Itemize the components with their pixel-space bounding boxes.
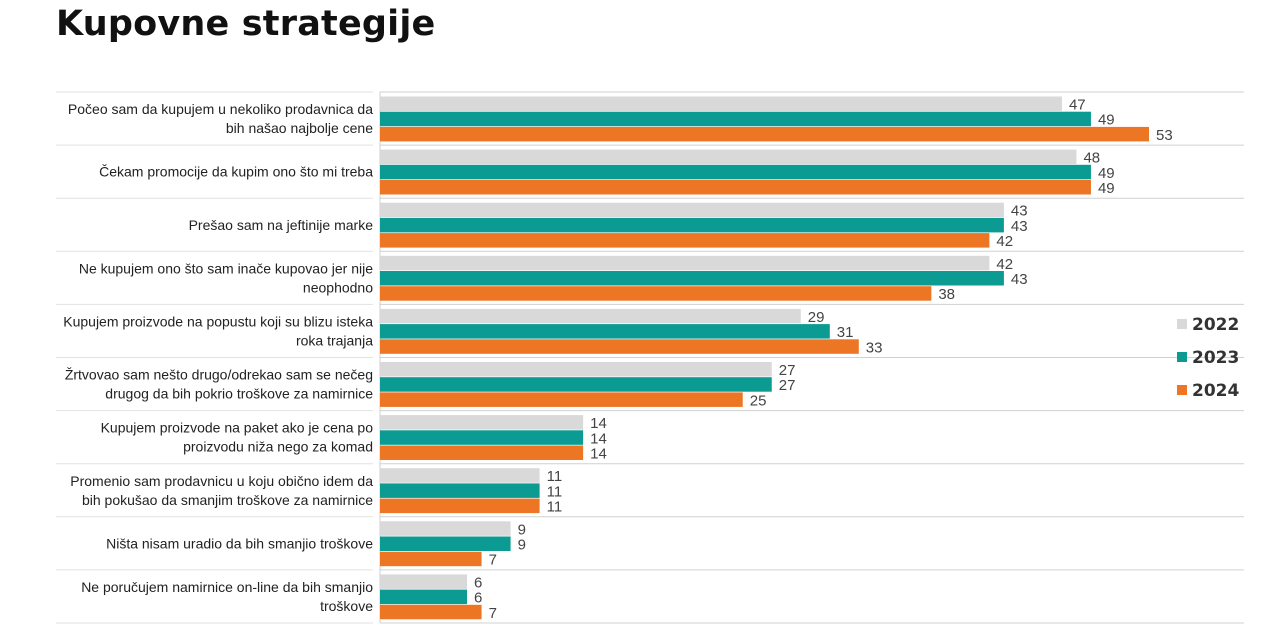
bar-2023 bbox=[380, 589, 468, 605]
value-label: 9 bbox=[518, 521, 526, 538]
value-label: 11 bbox=[547, 499, 563, 516]
page-title: Kupovne strategije bbox=[56, 4, 436, 44]
category-label: roka trajanja bbox=[296, 332, 373, 348]
value-label: 49 bbox=[1098, 112, 1115, 129]
legend-label: 2022 bbox=[1192, 315, 1239, 335]
category-label: troškove bbox=[320, 598, 373, 614]
category-labels: Počeo sam da kupujem u nekoliko prodavni… bbox=[63, 101, 373, 614]
bar-2023 bbox=[380, 430, 584, 445]
value-label: 7 bbox=[489, 552, 497, 569]
bar-2022 bbox=[380, 468, 540, 483]
value-label: 14 bbox=[590, 415, 607, 432]
bar-2023 bbox=[380, 271, 1004, 286]
bar-2024 bbox=[380, 233, 990, 248]
category-label: Počeo sam da kupujem u nekoliko prodavni… bbox=[68, 101, 373, 117]
legend-swatch-2022 bbox=[1177, 319, 1187, 329]
category-label: Prešao sam na jeftinije marke bbox=[189, 217, 374, 233]
value-label: 29 bbox=[808, 309, 825, 326]
category-label: Kupujem proizvode na paket ako je cena p… bbox=[101, 420, 374, 436]
value-label: 25 bbox=[750, 392, 767, 409]
legend-label: 2024 bbox=[1192, 381, 1239, 401]
bar-2023 bbox=[380, 324, 830, 339]
category-label: Žrtvovao sam nešto drugo/odrekao sam se … bbox=[65, 367, 373, 383]
bars bbox=[380, 96, 1149, 620]
value-label: 6 bbox=[474, 590, 482, 607]
bar-2023 bbox=[380, 536, 511, 551]
bar-2024 bbox=[380, 551, 482, 567]
value-label: 43 bbox=[1011, 218, 1028, 235]
legend-swatch-2023 bbox=[1177, 352, 1187, 362]
legend-swatch-2024 bbox=[1177, 385, 1187, 395]
bar-2024 bbox=[380, 392, 743, 407]
category-label: Ne kupujem ono što sam inače kupovao jer… bbox=[79, 260, 373, 276]
value-label: 14 bbox=[590, 446, 607, 463]
bar-2022 bbox=[380, 521, 511, 536]
category-label: Ne poručujem namirnice on-line da bih sm… bbox=[81, 579, 373, 595]
bar-2022 bbox=[380, 574, 468, 589]
value-label: 43 bbox=[1011, 271, 1028, 288]
category-label: Kupujem proizvode na popustu koji su bli… bbox=[63, 313, 373, 329]
bar-2023 bbox=[380, 164, 1091, 180]
bar-2024 bbox=[380, 604, 482, 620]
bar-2024 bbox=[380, 286, 932, 301]
value-label: 27 bbox=[779, 377, 796, 394]
value-label: 38 bbox=[938, 286, 955, 303]
bar-2023 bbox=[380, 217, 1004, 233]
value-label: 31 bbox=[837, 324, 854, 341]
category-label: bih pokušao da smanjim troškove za namir… bbox=[82, 492, 373, 508]
value-label: 27 bbox=[779, 362, 796, 379]
value-label: 48 bbox=[1083, 150, 1100, 167]
bar-2023 bbox=[380, 111, 1091, 127]
category-label: proizvodu niža nego za komad bbox=[183, 439, 373, 455]
value-label: 47 bbox=[1069, 97, 1086, 114]
value-label: 42 bbox=[996, 233, 1013, 250]
category-label: bih našao najbolje cene bbox=[226, 120, 373, 136]
bar-2022 bbox=[380, 202, 1004, 218]
bar-2023 bbox=[380, 483, 540, 498]
value-label: 49 bbox=[1098, 165, 1115, 182]
bar-2024 bbox=[380, 498, 540, 514]
bar-2022 bbox=[380, 415, 584, 430]
bar-2024 bbox=[380, 339, 859, 354]
value-label: 33 bbox=[866, 339, 883, 356]
value-labels: 4749534849494343424243382931332727251414… bbox=[474, 97, 1173, 622]
value-label: 42 bbox=[996, 256, 1013, 273]
bar-2022 bbox=[380, 149, 1077, 165]
bar-2022 bbox=[380, 255, 990, 271]
category-label: drugog da bih pokrio troškove za namirni… bbox=[105, 386, 373, 402]
value-label: 9 bbox=[518, 537, 526, 554]
row-separators bbox=[56, 91, 1244, 624]
bar-2022 bbox=[380, 308, 801, 324]
bar-2022 bbox=[380, 362, 772, 377]
bar-2024 bbox=[380, 126, 1149, 142]
value-label: 53 bbox=[1156, 127, 1173, 144]
value-label: 11 bbox=[547, 468, 563, 485]
value-label: 6 bbox=[474, 574, 482, 591]
value-label: 49 bbox=[1098, 180, 1115, 197]
category-label: Ništa nisam uradio da bih smanjio troško… bbox=[106, 535, 373, 551]
legend-label: 2023 bbox=[1192, 348, 1239, 368]
category-label: Čekam promocije da kupim ono što mi treb… bbox=[99, 164, 373, 180]
bar-2024 bbox=[380, 180, 1091, 195]
bar-2023 bbox=[380, 377, 772, 392]
category-label: neophodno bbox=[303, 279, 373, 295]
value-label: 43 bbox=[1011, 203, 1028, 220]
bar-2022 bbox=[380, 96, 1062, 111]
value-label: 11 bbox=[547, 483, 563, 500]
value-label: 14 bbox=[590, 430, 607, 447]
legend: 2022 2023 2024 bbox=[1177, 315, 1239, 401]
category-label: Promenio sam prodavnicu u koju obično id… bbox=[70, 473, 373, 489]
bar-2024 bbox=[380, 445, 584, 460]
value-label: 7 bbox=[489, 605, 497, 622]
